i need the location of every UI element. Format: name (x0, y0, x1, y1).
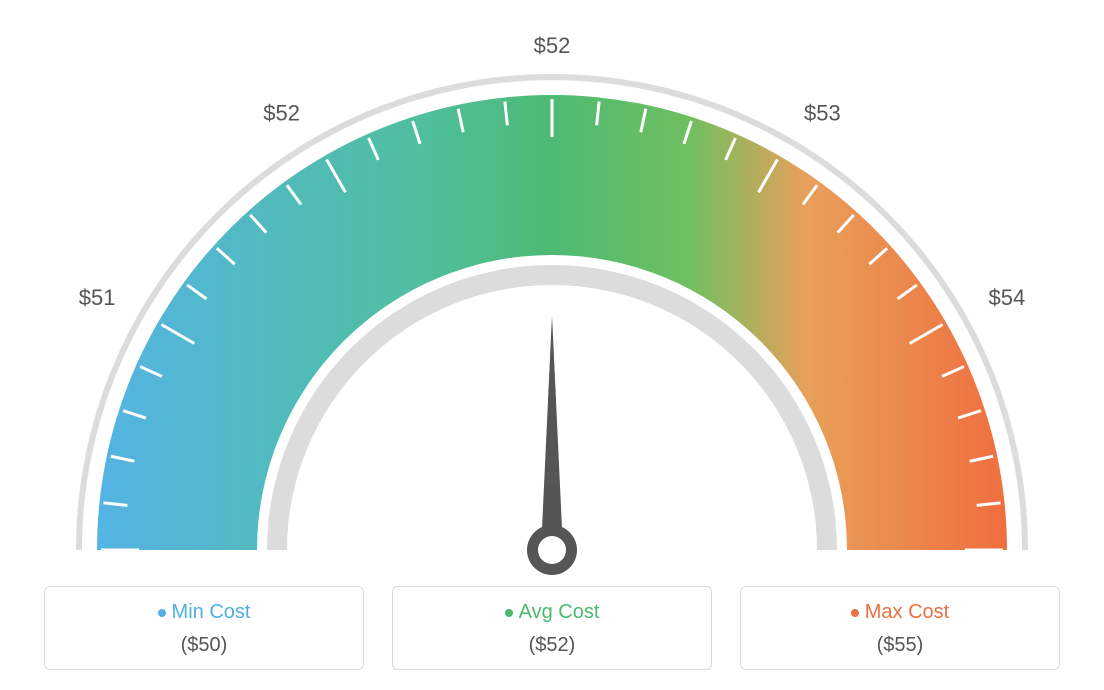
legend-value: ($52) (403, 634, 701, 657)
legend-label: Avg Cost (519, 601, 600, 624)
legend-card-avg: Avg Cost ($52) (392, 586, 712, 670)
gauge-svg: $50$51$52$52$53$54$55 (52, 20, 1052, 580)
legend-card-max: Max Cost ($55) (740, 586, 1060, 670)
dot-icon (158, 609, 166, 617)
gauge-scale-label: $53 (804, 101, 841, 126)
gauge-scale-label: $54 (988, 285, 1025, 310)
gauge-scale-label: $51 (79, 285, 116, 310)
dot-icon (851, 609, 859, 617)
legend-title-max: Max Cost (851, 601, 949, 624)
legend-value: ($55) (751, 634, 1049, 657)
legend-title-min: Min Cost (158, 601, 251, 624)
legend-title-avg: Avg Cost (505, 601, 600, 624)
legend-value: ($50) (55, 634, 353, 657)
gauge-scale-label: $52 (263, 101, 300, 126)
legend-label: Min Cost (172, 601, 251, 624)
gauge-scale-label: $52 (534, 33, 571, 58)
legend-card-min: Min Cost ($50) (44, 586, 364, 670)
cost-gauge: $50$51$52$52$53$54$55 (52, 20, 1052, 580)
legend-label: Max Cost (865, 601, 949, 624)
dot-icon (505, 609, 513, 617)
legend-row: Min Cost ($50) Avg Cost ($52) Max Cost (… (40, 586, 1064, 670)
